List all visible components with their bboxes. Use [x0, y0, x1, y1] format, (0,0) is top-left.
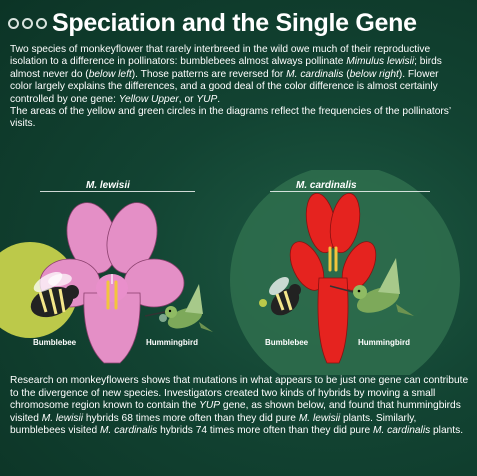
intro-italic: M. cardinalis — [286, 68, 344, 80]
diagram-svg — [0, 165, 460, 395]
flower-lewisii — [39, 202, 185, 364]
page-title: Speciation and the Single Gene — [52, 8, 417, 37]
intro-span: The areas of the yellow and green circle… — [10, 106, 451, 130]
body-span: plants. — [430, 425, 464, 437]
bumblebee-label-right: Bumblebee — [265, 338, 309, 347]
hummingbird-label-right: Hummingbird — [358, 338, 410, 347]
species-label-right: M. cardinalis — [296, 180, 357, 191]
flower-cardinalis — [289, 192, 377, 364]
intro-span: ). Flower color largely explains the dif… — [10, 68, 439, 105]
bird-frequency-dot-left — [159, 314, 167, 322]
hummingbird-label-left: Hummingbird — [146, 338, 198, 347]
body-italic: M. lewisii — [298, 412, 341, 424]
body-paragraph: Research on monkeyflowers shows that mut… — [10, 375, 470, 438]
header: Speciation and the Single Gene — [8, 6, 473, 40]
intro-paragraph-2: The areas of the yellow and green circle… — [10, 106, 462, 131]
intro-italic: below left — [88, 68, 132, 80]
species-label-left: M. lewisii — [86, 180, 130, 191]
species-rule-left — [40, 191, 195, 192]
pollinator-diagram: M. lewisii M. cardinalis Bumblebee Hummi… — [0, 165, 477, 395]
body-span: hybrids 74 times more often than they di… — [157, 425, 373, 437]
body-italic: M. cardinalis — [100, 425, 158, 437]
intro-span: . — [217, 93, 221, 105]
intro-italic: Mimulus lewisii — [346, 56, 415, 68]
body-span: Research on monkeyflowers shows that mut… — [10, 375, 469, 412]
intro-italic: YUP — [196, 93, 218, 105]
body-italic: M. lewisii — [41, 412, 84, 424]
circle-icon — [22, 17, 33, 29]
body-span: hybrids 68 times more often than they di… — [83, 412, 299, 424]
body-italic: M. cardinalis — [373, 425, 431, 437]
bee-frequency-dot-right — [259, 299, 267, 307]
hummingbird-left-icon — [144, 284, 213, 332]
intro-span: Two species of monkeyflower that rarely … — [10, 44, 431, 68]
intro-span: ). Those patterns are reversed for — [131, 68, 287, 80]
intro-italic: below right — [349, 68, 399, 80]
circle-icon — [8, 17, 19, 29]
species-rule-right — [270, 191, 430, 192]
body-span: gene, as shown below, and found that hum… — [10, 400, 461, 424]
body-italic: YUP — [199, 400, 221, 412]
decorative-circles — [8, 17, 47, 29]
hummingbird-right-icon — [329, 258, 414, 316]
bumblebee-right-icon — [269, 277, 301, 316]
circle-icon — [36, 17, 47, 29]
intro-italic: Yellow Upper — [118, 93, 179, 105]
bumblebee-label-left: Bumblebee — [33, 338, 77, 347]
intro-span: ( — [343, 68, 350, 80]
body-text: Research on monkeyflowers shows that mut… — [10, 375, 470, 438]
bumblebee-left-icon — [30, 271, 79, 318]
intro-text: Two species of monkeyflower that rarely … — [10, 44, 462, 131]
body-span: plants. Similarly, bumblebees visited — [10, 412, 417, 437]
intro-span: , or — [178, 93, 197, 105]
intro-paragraph: Two species of monkeyflower that rarely … — [10, 44, 462, 106]
intro-span: ; birds almost never do ( — [10, 56, 442, 80]
